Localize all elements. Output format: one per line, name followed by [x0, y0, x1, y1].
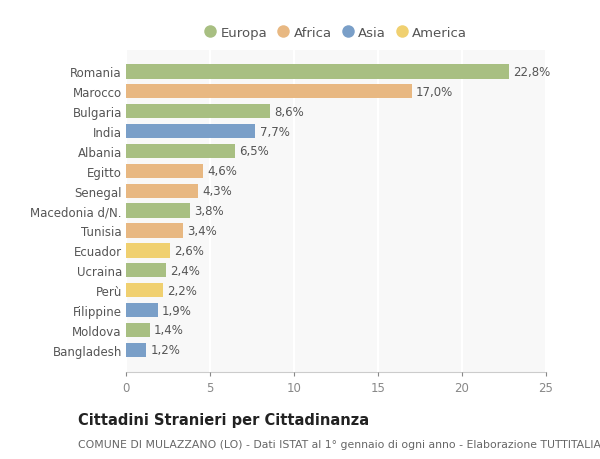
Bar	[126, 204, 190, 218]
Text: 17,0%: 17,0%	[416, 85, 453, 99]
Text: 7,7%: 7,7%	[260, 125, 289, 138]
Text: 4,6%: 4,6%	[208, 165, 238, 178]
Bar	[126, 283, 163, 297]
Text: 2,2%: 2,2%	[167, 284, 197, 297]
Bar	[126, 343, 146, 357]
Text: 8,6%: 8,6%	[275, 106, 304, 118]
Bar	[126, 65, 509, 79]
Bar	[126, 85, 412, 99]
Text: Cittadini Stranieri per Cittadinanza: Cittadini Stranieri per Cittadinanza	[78, 413, 369, 428]
Text: 3,8%: 3,8%	[194, 205, 224, 218]
Text: 1,9%: 1,9%	[162, 304, 192, 317]
Text: 2,4%: 2,4%	[170, 264, 200, 277]
Legend: Europa, Africa, Asia, America: Europa, Africa, Asia, America	[199, 22, 473, 45]
Text: 4,3%: 4,3%	[202, 185, 232, 198]
Text: 1,4%: 1,4%	[154, 324, 184, 337]
Bar	[126, 145, 235, 159]
Text: 2,6%: 2,6%	[174, 244, 204, 257]
Text: 22,8%: 22,8%	[513, 66, 550, 79]
Bar	[126, 125, 256, 139]
Text: COMUNE DI MULAZZANO (LO) - Dati ISTAT al 1° gennaio di ogni anno - Elaborazione : COMUNE DI MULAZZANO (LO) - Dati ISTAT al…	[78, 440, 600, 449]
Bar	[126, 303, 158, 318]
Bar	[126, 105, 271, 119]
Text: 6,5%: 6,5%	[239, 145, 269, 158]
Text: 3,4%: 3,4%	[187, 224, 217, 237]
Bar	[126, 323, 149, 337]
Bar	[126, 244, 170, 258]
Bar	[126, 224, 183, 238]
Bar	[126, 184, 198, 198]
Text: 1,2%: 1,2%	[151, 343, 180, 357]
Bar	[126, 164, 203, 179]
Bar	[126, 263, 166, 278]
